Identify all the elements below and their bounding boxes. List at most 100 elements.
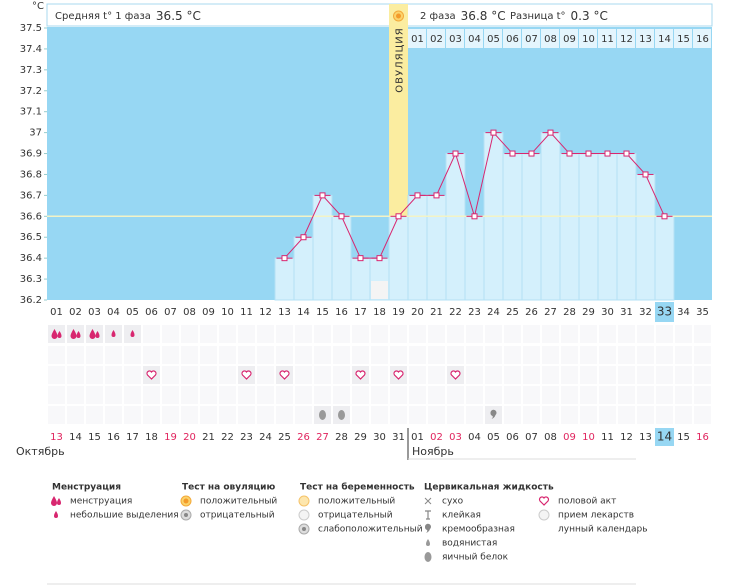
phase2-cell (503, 29, 521, 48)
symbol-cell (599, 386, 616, 404)
symbol-cell (105, 386, 122, 404)
symbol-cell (124, 346, 141, 364)
symbol-cell (504, 366, 521, 384)
symbol-cell (580, 366, 597, 384)
drop-icon (70, 329, 81, 339)
phase2-day: 07 (525, 34, 538, 45)
phase2-cell (427, 29, 445, 48)
x-tick-label: 32 (639, 307, 652, 318)
legend-label: сухо (442, 497, 464, 507)
symbol-cell (162, 406, 179, 424)
symbol-cell (675, 366, 692, 384)
symbol-cell (371, 366, 388, 384)
point (471, 213, 478, 220)
symbol-cell (523, 386, 540, 404)
symbol-cell (409, 346, 426, 364)
legend-label: кремообразная (442, 525, 515, 535)
bar (350, 257, 371, 301)
x-tick-label: 24 (487, 307, 500, 318)
symbol-cell (618, 406, 635, 424)
symbol-cell (656, 325, 673, 343)
symbol-cell (523, 346, 540, 364)
x-tick-label: 12 (259, 307, 272, 318)
date-label: 24 (259, 432, 272, 443)
symbol-cell (219, 406, 236, 424)
symbol-cell (580, 325, 597, 343)
symbol-cell (599, 406, 616, 424)
header-text: 36.5 °C (156, 9, 201, 23)
today-cell (655, 428, 674, 446)
phase2-cell (693, 29, 711, 48)
symbol-cell (409, 366, 426, 384)
legend-label: отрицательный (318, 511, 393, 521)
symbol-cell (219, 325, 236, 343)
bar (616, 153, 637, 301)
symbol-cell (314, 366, 331, 384)
symbol-cell (295, 386, 312, 404)
date-label: 13 (639, 432, 652, 443)
symbol-cell (314, 325, 331, 343)
date-label: 05 (487, 432, 500, 443)
phase2-day: 13 (639, 34, 652, 45)
date-label: 12 (620, 432, 633, 443)
symbol-cell (694, 386, 711, 404)
date-label: 03 (449, 432, 462, 443)
symbol-cell (200, 406, 217, 424)
symbol-cell (219, 386, 236, 404)
symbol-cell (466, 346, 483, 364)
sun-core (396, 13, 401, 19)
phase2-day: 11 (601, 34, 614, 45)
circle-icon (538, 509, 550, 521)
date-label: 18 (145, 432, 158, 443)
symbol-cell (352, 325, 369, 343)
symbol-cell (48, 386, 65, 404)
symbol-cell (219, 346, 236, 364)
bar (597, 153, 618, 301)
bar (521, 153, 542, 301)
symbol-cell (314, 346, 331, 364)
date-label: 15 (88, 432, 101, 443)
point (395, 213, 402, 220)
symbol-cell (390, 406, 407, 424)
symbol-cell (162, 346, 179, 364)
date-label: 26 (297, 432, 310, 443)
drop-icon (54, 511, 58, 518)
symbol-cell (276, 325, 293, 343)
drop-icon (338, 410, 345, 420)
date-label: 01 (411, 432, 424, 443)
point (528, 150, 535, 157)
y-tick-label: 36.2 (20, 295, 42, 306)
symbol-cell (105, 406, 122, 424)
x-tick-label: 10 (221, 307, 234, 318)
symbol-cell (105, 366, 122, 384)
phase2-cell (598, 29, 616, 48)
symbol-cell (295, 346, 312, 364)
x-tick-label: 11 (240, 307, 253, 318)
symbol-cell (257, 406, 274, 424)
heart-icon (393, 370, 404, 380)
x-tick-label: 27 (544, 307, 557, 318)
phase2-day: 12 (620, 34, 633, 45)
date-label: 09 (563, 432, 576, 443)
x-tick-label: 14 (297, 307, 310, 318)
legend-label: прием лекарств (558, 511, 634, 521)
point (490, 129, 497, 136)
symbol-cell (466, 366, 483, 384)
symbol-cell (542, 386, 559, 404)
y-tick-label: 36.9 (20, 149, 42, 160)
x-tick-label: 08 (183, 307, 196, 318)
date-label: 31 (392, 432, 405, 443)
symbol-cell (352, 386, 369, 404)
symbol-cell (694, 366, 711, 384)
x-tick-label: 03 (88, 307, 101, 318)
heart-icon (279, 370, 290, 380)
symbol-cell (143, 406, 160, 424)
date-label: 17 (126, 432, 139, 443)
x-tick-label: 09 (202, 307, 215, 318)
symbol-cell (390, 386, 407, 404)
date-label: 16 (107, 432, 120, 443)
date-label: 13 (50, 432, 63, 443)
symbol-cell (428, 366, 445, 384)
symbol-cell (124, 366, 141, 384)
drop-icon (51, 496, 61, 506)
